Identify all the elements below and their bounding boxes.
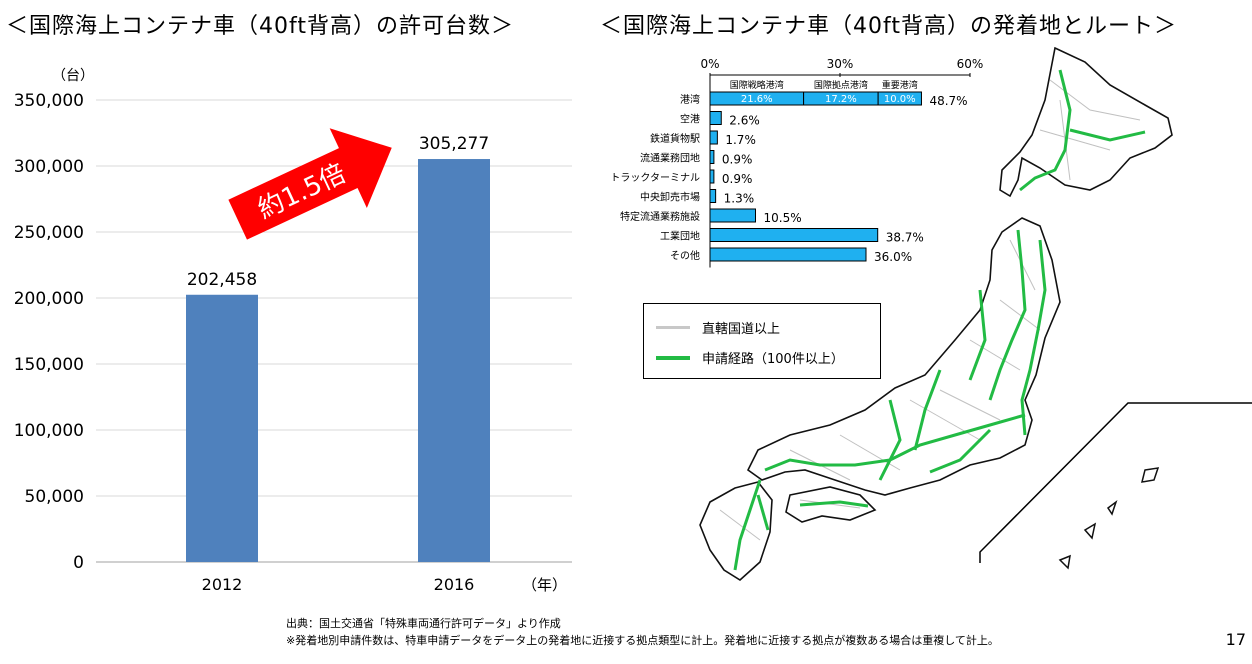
bar-工業団地 [709, 228, 879, 242]
bar-空港 [709, 111, 722, 125]
category-label: 鉄道貨物駅 [650, 132, 700, 145]
growth-arrow: 約1.5倍 [228, 128, 392, 240]
bar-value-label: 1.3% [724, 192, 755, 206]
bar-value-label: 2.6% [729, 114, 760, 128]
bar-value-label: 305,277 [419, 134, 489, 154]
y-axis-unit: （台） [52, 68, 94, 84]
y-tick-label: 350,000 [14, 91, 84, 111]
permit-count-bar-chart: 0 50,000 100,000 150,000 200,000 250,000 300,0… [14, 68, 572, 594]
kyushu [699, 481, 773, 581]
category-label: 中央卸売市場 [640, 191, 700, 204]
origin-destination-share-chart: 0% 30% 60% 港湾 21.6% 国際戦略港湾 17.2% 国際拠点港湾 10.0% 重要港… [610, 57, 984, 268]
stack-segment-2 [877, 91, 922, 106]
bar-中央卸売市場 [709, 189, 717, 203]
page-number: 17 [1225, 630, 1246, 649]
bar-value-label: 0.9% [722, 153, 753, 167]
bar-その他 [709, 247, 867, 262]
legend-item-national-road: 直轄国道以上 [656, 318, 780, 337]
bar-value-label: 38.7% [886, 231, 924, 245]
green-line-icon [656, 355, 690, 360]
segment-name-label: 国際拠点港湾 [814, 79, 868, 91]
category-label: 空港 [680, 113, 700, 126]
x-axis-unit: （年） [522, 576, 567, 594]
gray-line-icon [656, 326, 690, 329]
legend-item-application-route: 申請経路（100件以上） [656, 348, 844, 367]
application-routes [733, 69, 1146, 571]
x-tick-label: 2016 [434, 575, 475, 594]
segment-name-label: 重要港湾 [882, 79, 918, 91]
category-label: 特定流通業務施設 [620, 210, 700, 223]
bar-2012 [186, 294, 258, 562]
bar-value-label: 0.9% [722, 172, 753, 186]
x-tick-label: 0% [700, 57, 719, 71]
x-tick-label: 30% [827, 57, 854, 71]
category-label: その他 [670, 249, 700, 262]
bar-鉄道貨物駅 [709, 130, 718, 145]
bar-value-label: 48.7% [929, 94, 967, 108]
y-tick-label: 100,000 [14, 421, 84, 441]
source-note: 出典：国土交通省「特殊車両通行許可データ」より作成 [286, 617, 561, 630]
bar-value-label: 36.0% [874, 250, 912, 264]
y-tick-label: 200,000 [14, 289, 84, 309]
japan-route-map [699, 46, 1252, 581]
bar-トラックターミナル [709, 169, 715, 184]
x-tick-label: 60% [957, 57, 984, 71]
category-label: 流通業務団地 [640, 152, 700, 165]
map-legend: 直轄国道以上 申請経路（100件以上） [643, 303, 881, 379]
y-tick-label: 0 [73, 553, 84, 573]
red-arrow-icon [228, 128, 392, 240]
y-tick-label: 150,000 [14, 355, 84, 375]
category-label: 工業団地 [660, 230, 700, 243]
x-tick-label: 2012 [202, 575, 243, 594]
segment-value-label: 17.2% [825, 94, 857, 105]
left-chart-title: ＜国際海上コンテナ車（40ft背高）の許可台数＞ [6, 14, 514, 39]
y-tick-label: 50,000 [25, 487, 84, 507]
legend-label: 直轄国道以上 [702, 322, 781, 337]
method-note: ※発着地別申請件数は、特車申請データをデータ上の発着地に近接する拠点類型に計上。… [286, 634, 999, 647]
y-tick-label: 300,000 [14, 157, 84, 177]
bar-流通業務団地 [709, 150, 715, 164]
segment-value-label: 21.6% [741, 94, 773, 105]
okinawa-islands [1058, 467, 1160, 570]
bar-2016 [418, 159, 490, 562]
hokkaido [999, 46, 1173, 198]
bar-value-label: 1.7% [725, 133, 756, 147]
legend-label: 申請経路（100件以上） [702, 352, 844, 367]
bar-value-label: 10.5% [764, 211, 802, 225]
inset-frame [979, 402, 1252, 563]
right-section-title: ＜国際海上コンテナ車（40ft背高）の発着地とルート＞ [600, 14, 1177, 39]
bar-特定流通業務施設 [709, 208, 756, 223]
segment-value-label: 10.0% [884, 94, 916, 105]
y-tick-label: 250,000 [14, 223, 84, 243]
category-label: トラックターミナル [610, 172, 700, 184]
segment-name-label: 国際戦略港湾 [730, 79, 784, 91]
category-label: 港湾 [680, 93, 700, 106]
bar-value-label: 202,458 [187, 270, 257, 290]
